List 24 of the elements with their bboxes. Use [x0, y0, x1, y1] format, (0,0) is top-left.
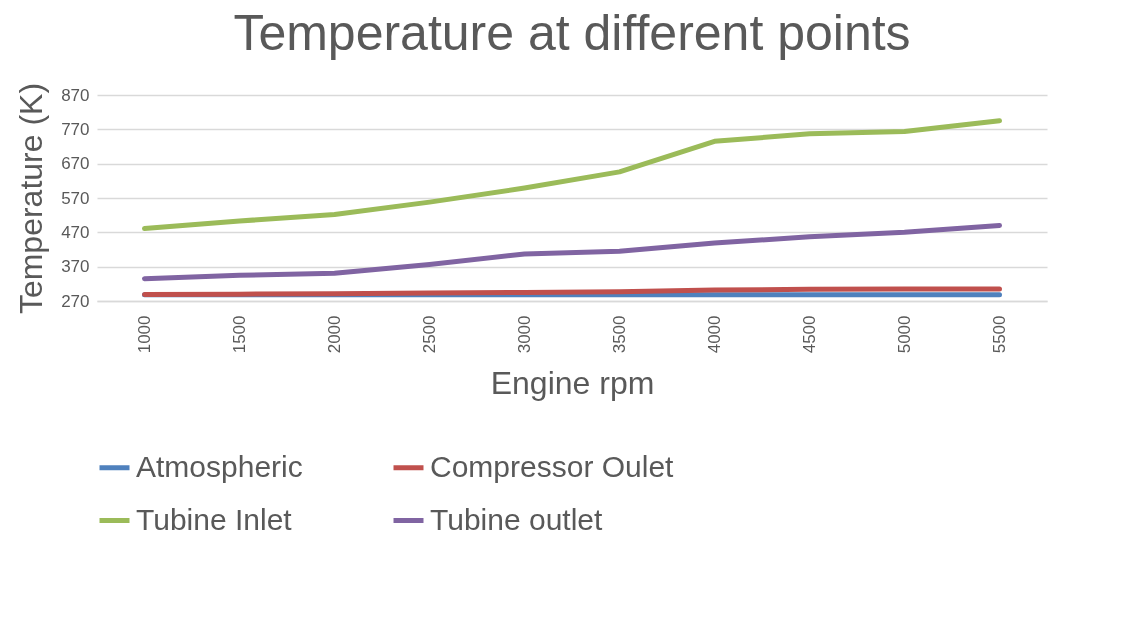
- legend-label: Tubine Inlet: [136, 502, 293, 536]
- x-tick-label: 2000: [325, 315, 344, 354]
- y-axis-title: Temperature (K): [13, 82, 50, 315]
- y-tick-label: 870: [61, 85, 90, 105]
- y-tick-label: 370: [61, 257, 90, 277]
- y-tick-label: 470: [61, 222, 90, 242]
- x-tick-label: 3000: [515, 315, 534, 354]
- legend-label: Atmospheric: [136, 449, 303, 483]
- y-tick-label: 570: [61, 188, 90, 208]
- chart-title: Temperature at different points: [233, 5, 911, 62]
- legend-label: Tubine outlet: [430, 502, 603, 536]
- y-tick-label: 770: [61, 119, 90, 139]
- x-tick-label: 2500: [420, 315, 439, 354]
- legend-label: Compressor Oulet: [430, 449, 675, 483]
- y-tick-label: 270: [61, 291, 90, 311]
- x-tick-label: 3500: [610, 315, 629, 354]
- y-tick-label: 670: [61, 154, 90, 174]
- x-tick-label: 4500: [800, 315, 819, 354]
- x-tick-label: 1000: [135, 315, 154, 354]
- x-tick-label: 5000: [895, 315, 914, 354]
- x-tick-label: 4000: [705, 315, 724, 354]
- x-axis-title: Engine rpm: [490, 365, 655, 402]
- x-tick-label: 1500: [230, 315, 249, 354]
- x-tick-label: 5500: [990, 315, 1009, 354]
